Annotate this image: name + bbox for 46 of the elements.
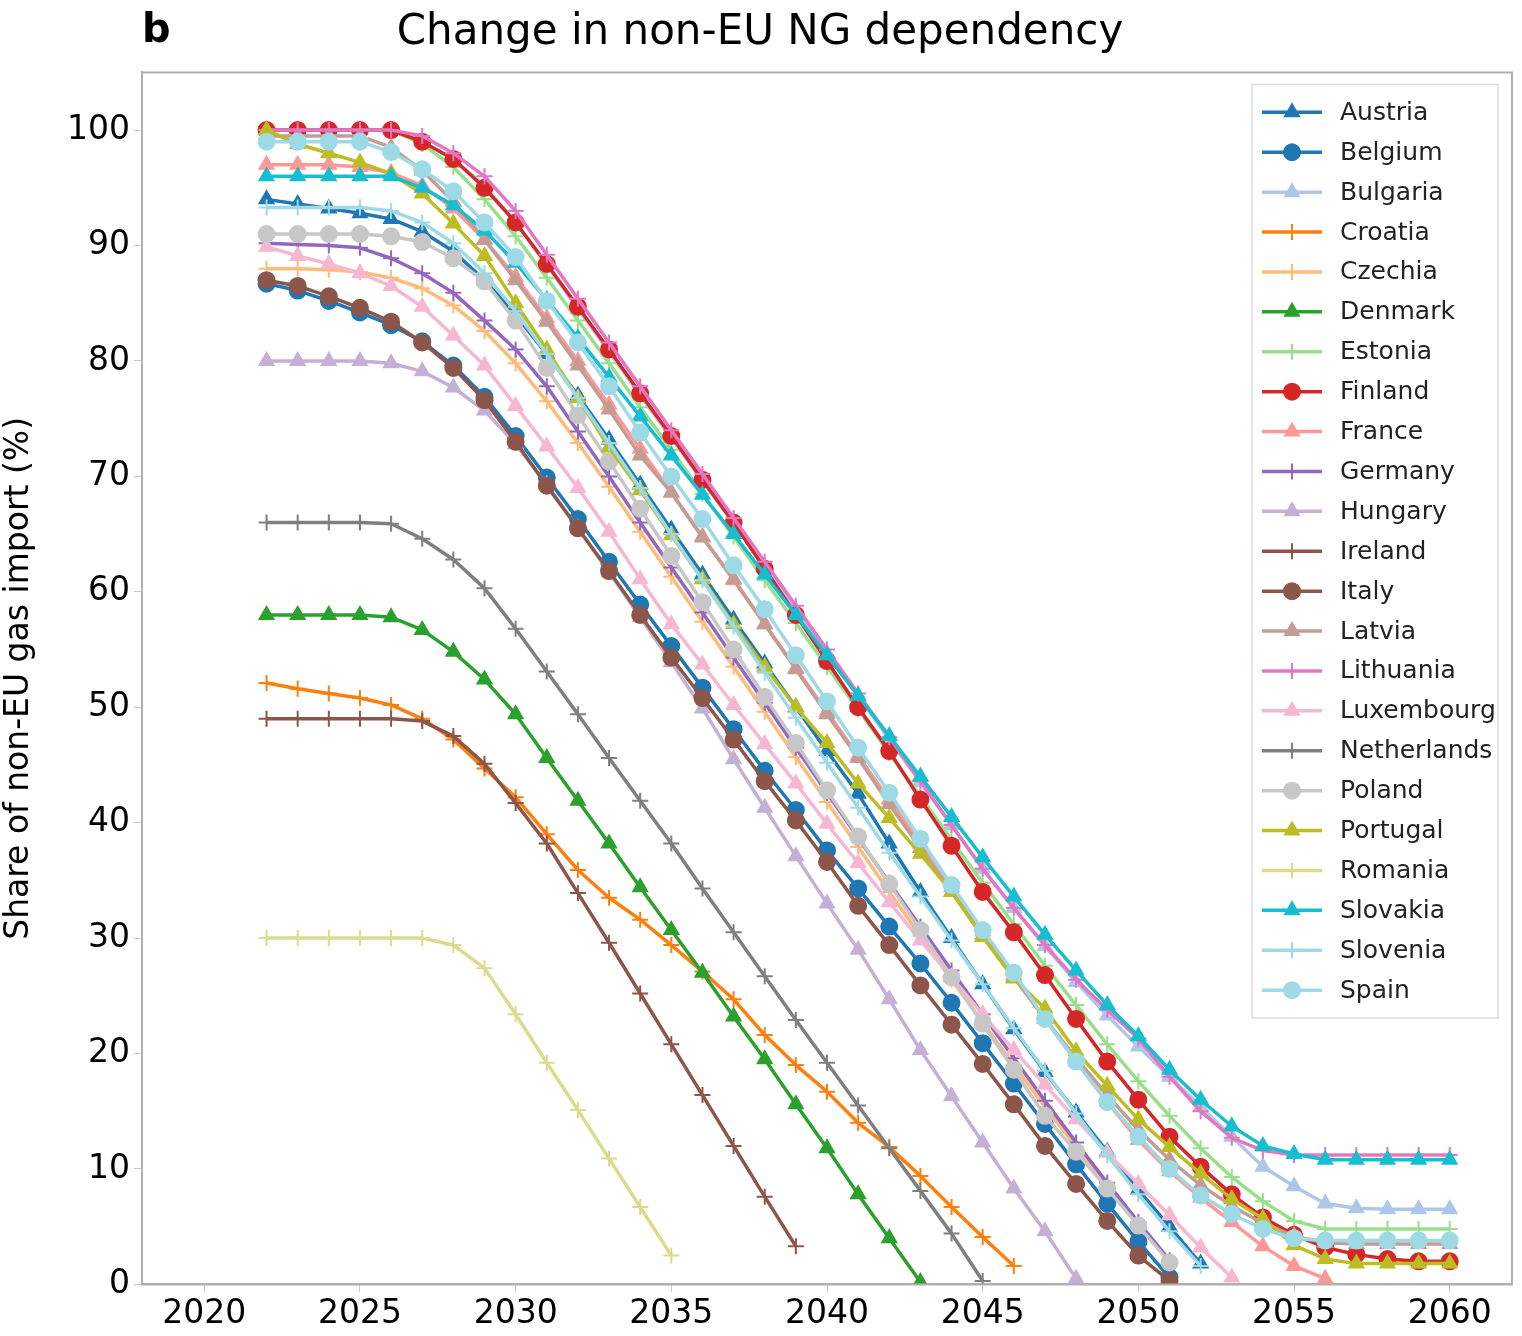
y-tick-label: 70: [88, 453, 130, 493]
legend-label: Latvia: [1340, 615, 1417, 645]
legend-label: Estonia: [1340, 336, 1433, 366]
legend-label: Germany: [1340, 455, 1456, 485]
legend-label: Italy: [1340, 575, 1395, 605]
legend-label: Hungary: [1340, 495, 1447, 525]
y-tick-label: 40: [88, 800, 130, 840]
y-tick-label: 0: [109, 1261, 130, 1301]
legend-label: Bulgaria: [1340, 176, 1444, 206]
x-tick-label: 2035: [629, 1291, 714, 1331]
x-tick-label: 2040: [785, 1291, 869, 1331]
legend-label: Austria: [1340, 96, 1429, 126]
y-tick-label: 60: [88, 569, 130, 609]
legend-label: Luxembourg: [1340, 695, 1496, 725]
y-tick-label: 30: [88, 915, 130, 955]
x-tick-label: 2025: [317, 1291, 402, 1331]
legend-label: Romania: [1340, 854, 1450, 884]
x-tick-label: 2060: [1407, 1291, 1492, 1331]
y-tick-label: 10: [88, 1146, 130, 1186]
y-tick-label: 80: [88, 338, 130, 378]
x-tick-label: 2055: [1252, 1291, 1337, 1331]
legend-label: Slovenia: [1340, 934, 1447, 964]
legend-label: Spain: [1340, 974, 1410, 1004]
legend-label: Poland: [1340, 775, 1424, 805]
x-tick-label: 2045: [940, 1291, 1025, 1331]
x-tick-label: 2020: [162, 1291, 247, 1331]
legend-label: Czechia: [1340, 256, 1438, 286]
y-tick-label: 50: [88, 684, 130, 724]
y-axis-title: Share of non-EU gas import (%): [0, 416, 37, 940]
legend-label: France: [1340, 416, 1424, 446]
legend-label: Slovakia: [1340, 894, 1445, 924]
legend-label: Denmark: [1340, 296, 1456, 326]
legend-label: Portugal: [1340, 815, 1444, 845]
y-tick-label: 90: [88, 223, 130, 263]
legend-label: Finland: [1340, 376, 1430, 406]
x-tick-label: 2050: [1096, 1291, 1181, 1331]
y-tick-label: 20: [88, 1031, 130, 1071]
x-tick-label: 2030: [473, 1291, 558, 1331]
chart-title: Change in non-EU NG dependency: [396, 5, 1124, 55]
legend-label: Croatia: [1340, 216, 1430, 246]
y-tick-label: 100: [67, 107, 130, 147]
legend-label: Ireland: [1340, 535, 1427, 565]
legend-label: Netherlands: [1340, 735, 1493, 765]
legend-label: Belgium: [1340, 136, 1443, 166]
legend-label: Lithuania: [1340, 655, 1456, 685]
text: b: [142, 5, 171, 52]
